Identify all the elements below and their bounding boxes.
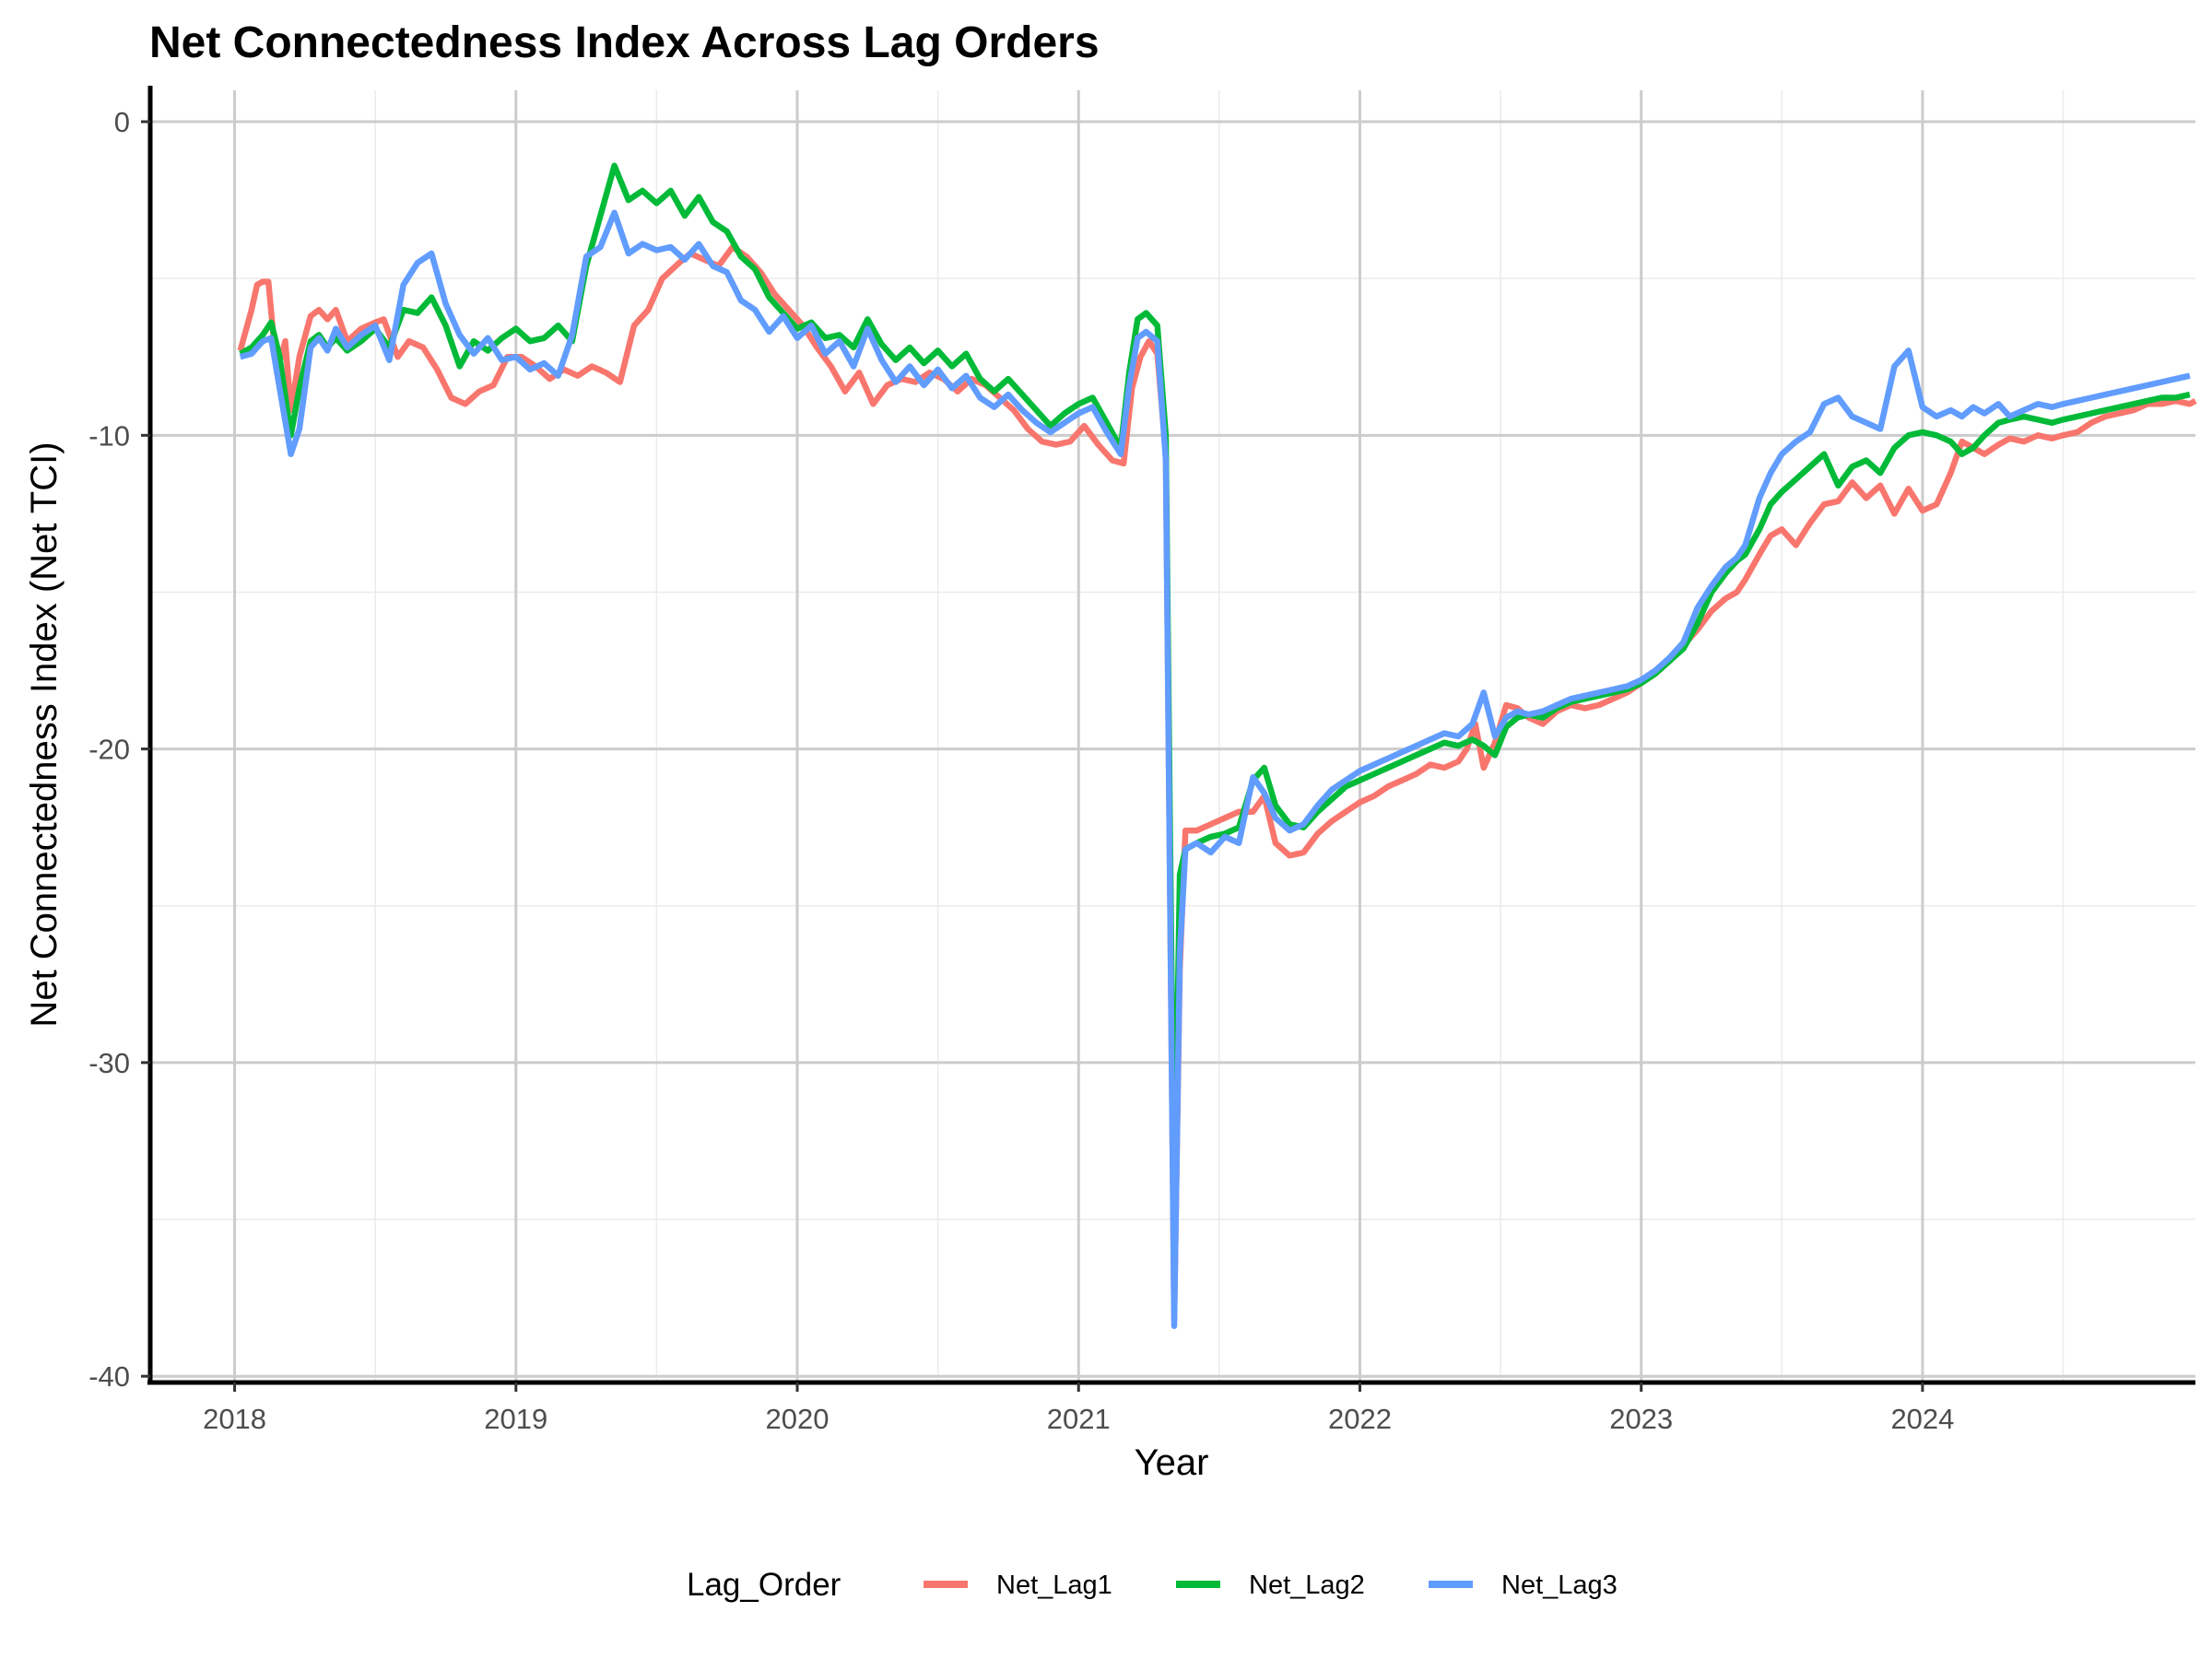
- y-axis-ticks: 0 -10 -20 -30 -40: [88, 106, 150, 1393]
- y-tick-label: -30: [88, 1047, 130, 1079]
- legend-label-net-lag1: Net_Lag1: [996, 1571, 1112, 1600]
- y-axis-title: Net Connectedness Index (Net TCI): [24, 441, 65, 1027]
- y-tick-label: 0: [114, 106, 130, 138]
- series-layer: [237, 162, 2197, 1329]
- series-line-net-lag3: [239, 209, 2191, 1329]
- x-tick-label: 2019: [484, 1403, 547, 1435]
- x-tick-label: 2018: [203, 1403, 266, 1435]
- legend-label-net-lag3: Net_Lag3: [1501, 1571, 1618, 1600]
- x-tick-label: 2023: [1609, 1403, 1673, 1435]
- x-tick-label: 2024: [1890, 1403, 1954, 1435]
- y-tick-label: -10: [88, 419, 130, 452]
- legend-label-net-lag2: Net_Lag2: [1249, 1571, 1365, 1600]
- legend: Lag_Order Net_Lag1 Net_Lag2 Net_Lag3: [687, 1567, 1618, 1603]
- legend-title: Lag_Order: [687, 1567, 841, 1603]
- chart-title: Net Connectedness Index Across Lag Order…: [149, 18, 1100, 67]
- x-tick-label: 2021: [1047, 1403, 1111, 1435]
- x-axis-ticks: 2018 2019 2020 2021 2022 2023 2024: [203, 1382, 1954, 1435]
- y-tick-label: -40: [88, 1360, 130, 1393]
- x-tick-label: 2020: [766, 1403, 830, 1435]
- y-tick-label: -20: [88, 734, 130, 766]
- x-axis-title: Year: [1135, 1442, 1209, 1483]
- x-tick-label: 2022: [1328, 1403, 1392, 1435]
